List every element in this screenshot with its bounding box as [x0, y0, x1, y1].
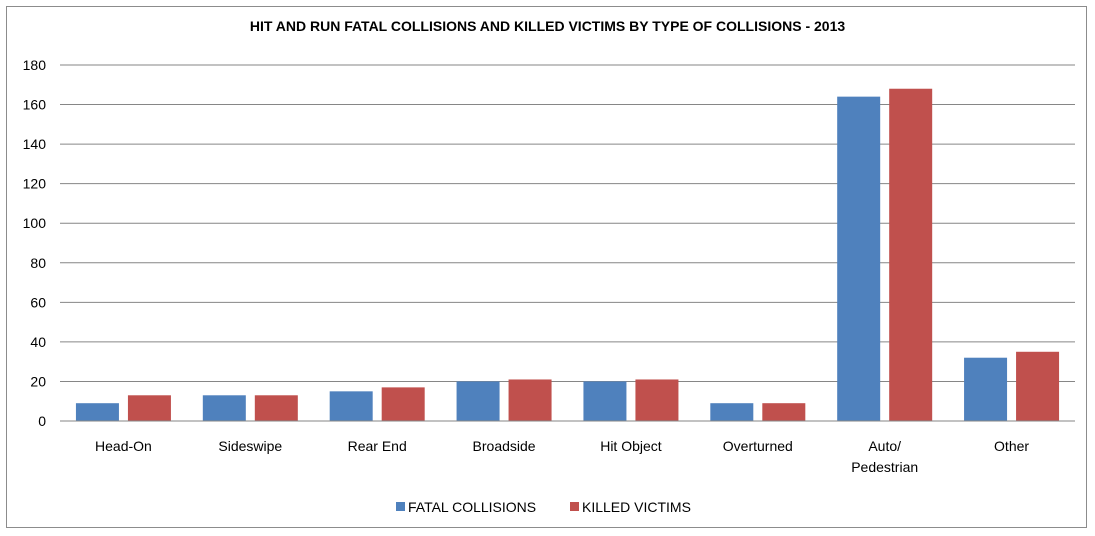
bar-fatal-collisions	[456, 381, 500, 421]
y-tick-label: 140	[23, 136, 47, 152]
x-tick-label: Pedestrian	[851, 459, 918, 475]
legend-swatch	[396, 502, 405, 511]
x-tick-label: Other	[994, 438, 1029, 454]
y-tick-label: 60	[30, 294, 46, 310]
bar-killed-victims	[254, 395, 298, 421]
bar-killed-victims	[127, 395, 171, 421]
y-tick-label: 40	[30, 334, 46, 350]
bar-killed-victims	[635, 379, 679, 421]
x-tick-label: Broadside	[473, 438, 536, 454]
y-tick-label: 180	[23, 57, 47, 73]
x-tick-label: Rear End	[348, 438, 407, 454]
y-tick-label: 0	[38, 413, 46, 429]
bar-fatal-collisions	[75, 403, 119, 421]
y-tick-label: 20	[30, 373, 46, 389]
bar-killed-victims	[508, 379, 552, 421]
bar-fatal-collisions	[837, 96, 881, 422]
y-tick-label: 120	[23, 176, 47, 192]
legend-swatch	[570, 502, 579, 511]
bar-fatal-collisions	[583, 381, 627, 421]
bar-fatal-collisions	[329, 391, 373, 421]
x-tick-label: Sideswipe	[218, 438, 282, 454]
bar-killed-victims	[762, 403, 806, 421]
x-tick-label: Hit Object	[600, 438, 662, 454]
y-tick-label: 160	[23, 97, 47, 113]
chart-title: HIT AND RUN FATAL COLLISIONS AND KILLED …	[249, 18, 846, 34]
bars	[60, 88, 1075, 422]
x-tick-label: Overturned	[723, 438, 793, 454]
x-axis-ticks: Head-On Sideswipe Rear End Broadside Hit Obj…	[95, 438, 1029, 475]
y-tick-label: 80	[30, 255, 46, 271]
x-tick-label: Head-On	[95, 438, 152, 454]
bar-killed-victims	[1016, 351, 1060, 421]
legend-label: KILLED VICTIMS	[582, 499, 691, 515]
bar-fatal-collisions	[964, 357, 1008, 421]
x-tick-label: Auto/	[868, 438, 901, 454]
bar-fatal-collisions	[710, 403, 754, 421]
legend: FATAL COLLISIONS KILLED VICTIMS	[396, 499, 691, 515]
bar-killed-victims	[889, 88, 933, 421]
legend-label: FATAL COLLISIONS	[408, 499, 536, 515]
y-axis-ticks: 0 20 40 60 80 100 120 140 160 180	[23, 57, 47, 429]
y-tick-label: 100	[23, 215, 47, 231]
bar-killed-victims	[381, 387, 425, 421]
bar-fatal-collisions	[202, 395, 246, 421]
